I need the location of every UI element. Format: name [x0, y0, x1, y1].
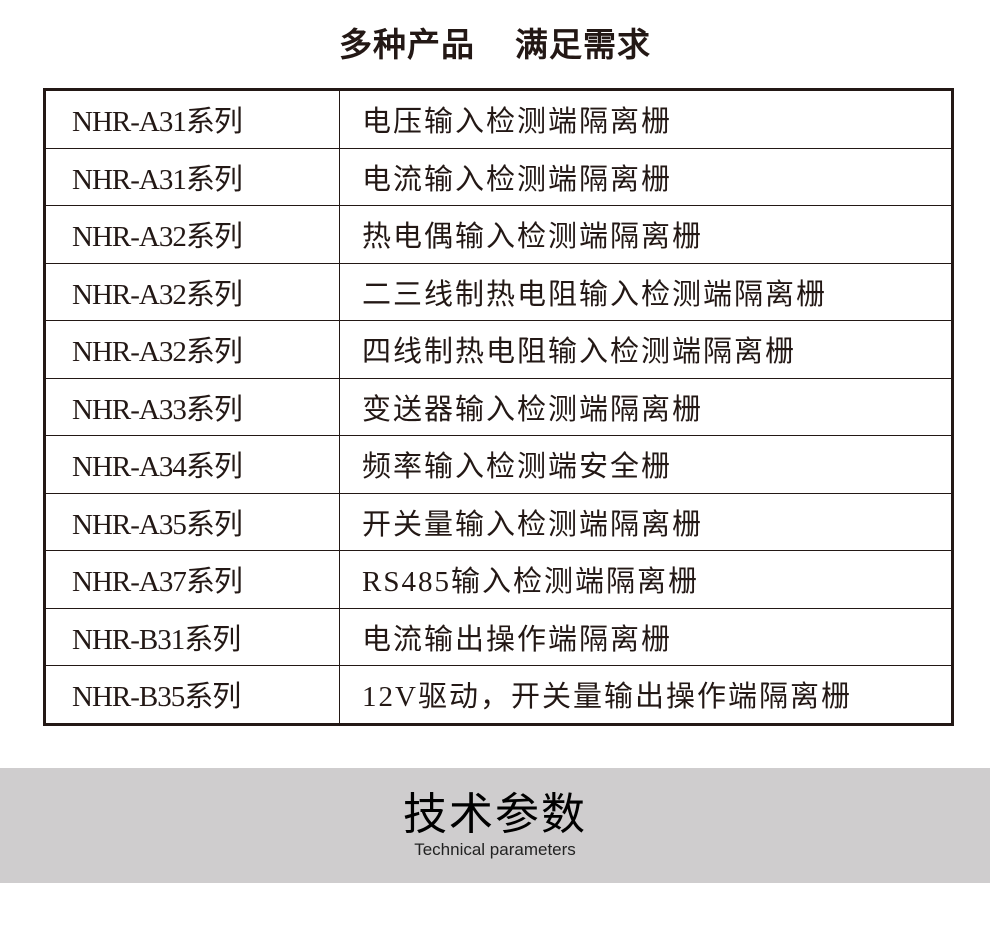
product-table: NHR-A31系列 电压输入检测端隔离栅 NHR-A31系列 电流输入检测端隔离栅 NH… — [43, 88, 954, 726]
description-cell: 频率输入检测端安全栅 — [339, 435, 953, 493]
description-cell: 二三线制热电阻输入检测端隔离栅 — [339, 262, 953, 321]
page-title: 多种产品 满足需求 — [0, 18, 990, 66]
series-cell: NHR-B35系列 — [44, 665, 340, 724]
description-cell: 电压输入检测端隔离栅 — [362, 106, 673, 139]
description-cell: 12V驱动，开关量输出操作端隔离栅 — [339, 665, 953, 724]
series-cell: NHR-A35系列 — [44, 492, 340, 551]
table-row: NHR-A32系列 热电偶输入检测端隔离栅 — [44, 205, 953, 263]
table-row: NHR-A31系列 电流输入检测端隔离栅 — [44, 147, 953, 206]
description-cell: 热电偶输入检测端隔离栅 — [339, 205, 953, 263]
series-cell: NHR-A32系列 — [44, 320, 340, 378]
series-cell: NHR-A34系列 — [44, 435, 340, 493]
section-title: 技术参数 — [403, 789, 587, 840]
table-row: NHR-A32系列 四线制热电阻输入检测端隔离栅 — [44, 320, 953, 378]
series-cell: NHR-A32系列 — [44, 262, 340, 321]
series-cell: NHR-A31系列 — [44, 89, 340, 148]
description-cell: 变送器输入检测端隔离栅 — [339, 377, 953, 436]
description-cell: 电流输入检测端隔离栅 — [339, 147, 953, 206]
section-banner: 技术参数 Technical parameters — [0, 768, 990, 883]
series-cell: NHR-A37系列 — [44, 550, 340, 608]
description-cell: RS485输入检测端隔离栅 — [339, 550, 953, 608]
description-cell: 四线制热电阻输入检测端隔离栅 — [339, 320, 953, 378]
table-row: NHR-B35系列 12V驱动，开关量输出操作端隔离栅 — [44, 665, 953, 724]
title-part-1: 多种产品 — [339, 25, 475, 64]
series-cell: NHR-B31系列 — [44, 607, 340, 666]
table-row: NHR-A34系列 频率输入检测端安全栅 — [44, 435, 953, 493]
description-cell: 电流输出操作端隔离栅 — [339, 607, 953, 666]
series-cell: NHR-A31系列 — [44, 147, 340, 206]
table-row: NHR-A32系列 二三线制热电阻输入检测端隔离栅 — [44, 262, 953, 321]
series-cell: NHR-A33系列 — [44, 377, 340, 436]
section-subtitle: Technical parameters — [414, 840, 576, 859]
series-cell: NHR-A32系列 — [44, 205, 340, 263]
title-part-2: 满足需求 — [515, 25, 651, 64]
description-cell: 开关量输入检测端隔离栅 — [339, 492, 953, 551]
table-row: NHR-A37系列 RS485输入检测端隔离栅 — [44, 550, 953, 608]
table-row: NHR-A31系列 电压输入检测端隔离栅 — [44, 89, 953, 148]
table-row: NHR-B31系列 电流输出操作端隔离栅 — [44, 607, 953, 666]
table-row: NHR-A33系列 变送器输入检测端隔离栅 — [44, 377, 953, 436]
table-row: NHR-A35系列 开关量输入检测端隔离栅 — [44, 492, 953, 551]
